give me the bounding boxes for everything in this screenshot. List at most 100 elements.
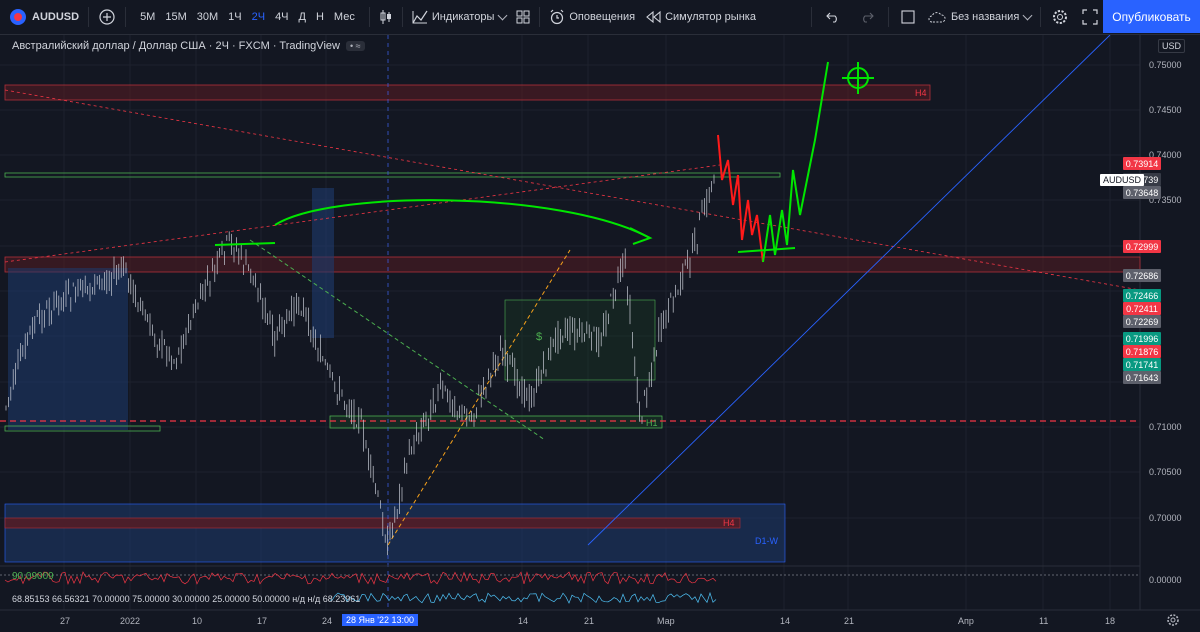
timeframe-4[interactable]: 2Ч	[251, 11, 266, 23]
indicator-line-blue	[329, 591, 717, 604]
green-top-line	[214, 242, 276, 246]
price-tick: 0.70000	[1149, 513, 1182, 523]
alerts-label: Оповещения	[569, 11, 636, 23]
price-label: 0.73648	[1123, 186, 1161, 199]
symbol-name: AUDUSD	[32, 11, 80, 23]
price-label: 0.72999	[1123, 240, 1161, 253]
divider	[125, 7, 127, 27]
price-label: 0.72411	[1123, 302, 1161, 315]
top-toolbar: AUDUSD 5М 15М 30М 1Ч 2Ч 4Ч Д Н Мес Индикаторы Оп…	[0, 0, 1200, 35]
trend-dashed-line	[4, 89, 1141, 291]
h4-zone-top	[4, 84, 931, 101]
indicators-icon	[412, 10, 428, 24]
price-label: 0.71643	[1123, 371, 1161, 384]
price-tick: 0.70500	[1149, 467, 1182, 477]
alarm-clock-icon	[550, 9, 564, 25]
timeframe-3[interactable]: 1Ч	[228, 11, 242, 23]
chart-canvas[interactable]	[0, 35, 1200, 630]
redo-button[interactable]	[850, 0, 884, 34]
orange-channel-line	[387, 249, 571, 546]
symbol-search[interactable]: AUDUSD	[0, 0, 84, 34]
price-tick: 0.74000	[1149, 150, 1182, 160]
time-tick: 10	[192, 616, 203, 626]
price-tick: 0.73500	[1149, 195, 1182, 205]
indicator-level-label: 90.09009	[12, 571, 54, 582]
add-symbol-icon	[99, 9, 115, 25]
divider	[810, 7, 812, 27]
chart-legend: Австралийский доллар / Доллар США · 2Ч ·…	[12, 40, 365, 52]
timeframe-2[interactable]: 30М	[196, 11, 219, 23]
price-tick: 0.00000	[1149, 575, 1182, 585]
cloud-icon	[928, 12, 946, 23]
trend-dashed-line-2	[4, 164, 721, 263]
red-projection-path	[717, 134, 764, 263]
timeframe-7[interactable]: Н	[315, 11, 324, 23]
time-tick: Апр	[958, 616, 974, 626]
indicator-line-red	[4, 571, 717, 585]
divider	[539, 7, 541, 27]
replay-button[interactable]: Симулятор рынка	[640, 0, 761, 34]
currency-select[interactable]: USD	[1158, 39, 1186, 53]
green-base-line	[737, 247, 796, 253]
legend-title: Австралийский доллар / Доллар США · 2Ч ·…	[12, 40, 340, 52]
time-tick: 14	[518, 616, 529, 626]
blue-zone-left	[8, 268, 128, 430]
fullscreen-button[interactable]	[1075, 0, 1105, 34]
time-tick: Мар	[657, 616, 675, 626]
time-tick: 2022	[120, 616, 141, 626]
symbol-price-tag: AUDUSD	[1100, 174, 1145, 186]
price-tick: 0.74500	[1149, 105, 1182, 115]
settings-button[interactable]	[1045, 0, 1075, 34]
crosshair-date-tag: 28 Янв '22 13:00	[342, 614, 419, 626]
blue-zone-mid	[312, 188, 334, 338]
price-candles	[5, 174, 715, 556]
layout-square-icon	[901, 10, 915, 24]
divider	[368, 7, 370, 27]
templates-button[interactable]	[511, 0, 535, 34]
indicators-button[interactable]: Индикаторы	[407, 0, 512, 34]
time-axis-settings-button[interactable]	[1166, 613, 1180, 632]
time-tick: 27	[60, 616, 71, 626]
resistance-zone	[4, 256, 1141, 273]
publish-button[interactable]: Опубликовать	[1103, 0, 1200, 33]
symbol-flag-icon	[10, 9, 26, 25]
divider	[1040, 7, 1042, 27]
divider	[88, 7, 90, 27]
candles-icon	[380, 10, 391, 24]
timeframe-6[interactable]: Д	[298, 11, 306, 23]
green-projection-path	[762, 61, 829, 263]
timeframe-8[interactable]: Мес	[333, 11, 355, 23]
h4-label-bottom: H4	[723, 518, 735, 528]
redo-icon	[863, 12, 874, 23]
timeframe-1[interactable]: 15М	[165, 11, 187, 23]
green-channel-line	[249, 239, 546, 441]
undo-button[interactable]	[816, 0, 850, 34]
chart-type-button[interactable]	[374, 0, 398, 34]
layout-name-button[interactable]: Без названия	[923, 0, 1036, 34]
time-tick: 24	[322, 616, 333, 626]
dollar-label: $	[536, 331, 543, 343]
layout-name: Без названия	[950, 11, 1020, 23]
legend-collapse-button[interactable]: • ≈	[345, 41, 365, 51]
alerts-button[interactable]: Оповещения	[544, 0, 640, 34]
divider	[401, 7, 403, 27]
fullscreen-icon	[1082, 9, 1098, 25]
compare-button[interactable]	[93, 0, 121, 34]
price-label: 0.72269	[1123, 315, 1161, 328]
price-label: 0.72466	[1123, 289, 1161, 302]
indicator-series	[4, 571, 717, 604]
gear-icon	[1053, 10, 1068, 24]
timeframe-5[interactable]: 4Ч	[275, 11, 289, 23]
indicator-values: 68.85153 66.56321 70.00000 75.00000 30.0…	[12, 594, 361, 604]
green-zone-left	[4, 425, 161, 432]
price-tick: 0.71000	[1149, 422, 1182, 432]
timeframe-0[interactable]: 5М	[140, 11, 156, 23]
time-tick: 18	[1105, 616, 1116, 626]
blue-trendline	[587, 35, 1111, 546]
indicators-label: Индикаторы	[431, 11, 495, 23]
layout-select-button[interactable]	[893, 0, 923, 34]
templates-grid-icon	[516, 10, 530, 24]
time-tick: 21	[584, 616, 595, 626]
price-label: 0.71741	[1123, 358, 1161, 371]
undo-icon	[826, 12, 837, 23]
